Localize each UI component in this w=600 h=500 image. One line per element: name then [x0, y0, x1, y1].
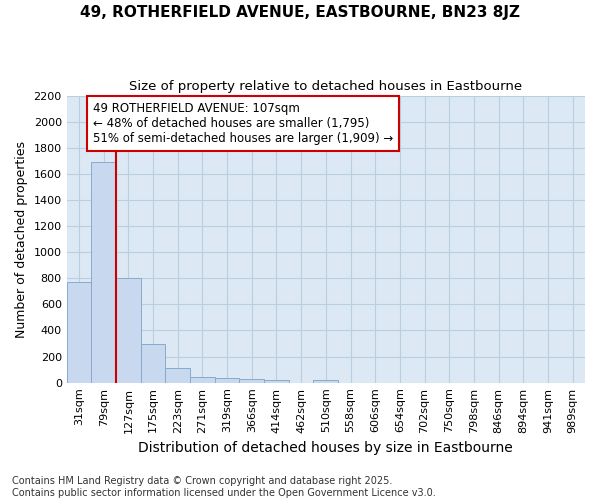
Bar	[91, 162, 116, 382]
Text: Contains HM Land Registry data © Crown copyright and database right 2025.
Contai: Contains HM Land Registry data © Crown c…	[12, 476, 436, 498]
Bar	[313, 380, 338, 382]
Text: 49, ROTHERFIELD AVENUE, EASTBOURNE, BN23 8JZ: 49, ROTHERFIELD AVENUE, EASTBOURNE, BN23…	[80, 5, 520, 20]
Title: Size of property relative to detached houses in Eastbourne: Size of property relative to detached ho…	[129, 80, 523, 93]
Y-axis label: Number of detached properties: Number of detached properties	[15, 140, 28, 338]
Bar	[141, 344, 166, 382]
Bar	[190, 378, 215, 382]
Bar	[264, 380, 289, 382]
Bar	[215, 378, 239, 382]
Bar	[116, 278, 141, 382]
Bar	[239, 379, 264, 382]
Bar	[67, 282, 91, 382]
Text: 49 ROTHERFIELD AVENUE: 107sqm
← 48% of detached houses are smaller (1,795)
51% o: 49 ROTHERFIELD AVENUE: 107sqm ← 48% of d…	[92, 102, 393, 145]
Bar	[166, 368, 190, 382]
X-axis label: Distribution of detached houses by size in Eastbourne: Distribution of detached houses by size …	[139, 441, 513, 455]
